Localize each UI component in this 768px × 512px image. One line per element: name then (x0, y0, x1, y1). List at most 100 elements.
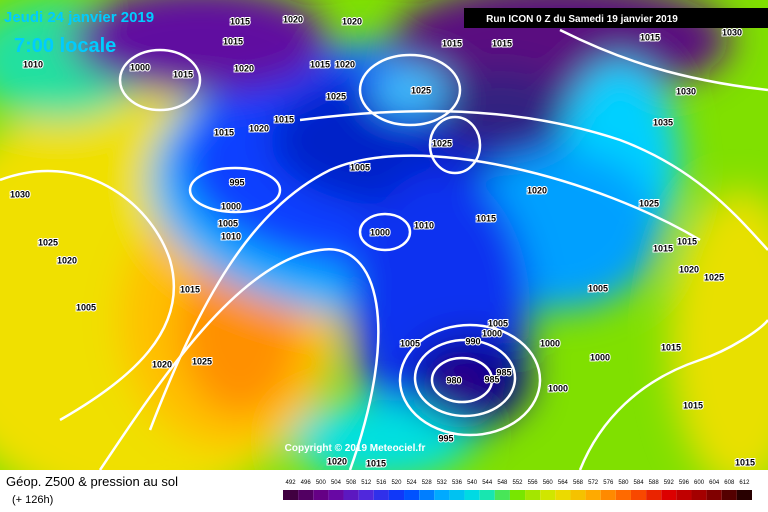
colorbar-cell (721, 490, 737, 500)
isobar-label: 985 (484, 374, 499, 384)
isobar-labels: 1015 1020 1020 1015 1015 1015 1015 1030 1010 1000… (9, 13, 756, 469)
isobar-label: 995 (229, 177, 244, 187)
isobar-label: 1015 (366, 458, 386, 468)
colorbar-cell (388, 490, 405, 500)
colorbar-tick-label: 540 (467, 480, 478, 486)
isobar-label: 1015 (683, 400, 703, 410)
colorbar-tick-label: 524 (407, 480, 418, 486)
isobar-label: 1000 (130, 62, 150, 72)
colorbar-tick-label: 608 (724, 480, 735, 486)
isobar-label: 1030 (676, 86, 696, 96)
isobar-label: 1000 (590, 352, 610, 362)
isobar-label: 1000 (482, 328, 502, 338)
colorbar-cell (736, 490, 752, 500)
colorbar-cell (585, 490, 601, 500)
colorbar-cell (630, 490, 647, 500)
isobar-label: 1020 (57, 255, 77, 265)
colorbar-tick-label: 580 (618, 480, 629, 486)
colorbar-tick-label: 548 (497, 480, 508, 486)
colorbar-tick-label: 572 (588, 480, 599, 486)
isobar-label: 1015 (677, 236, 697, 246)
isobar-label: 1025 (411, 85, 431, 95)
colorbar-tick-label: 592 (664, 480, 675, 486)
isobar-label: 980 (446, 375, 461, 385)
colorbar-tick-label: 612 (739, 480, 750, 486)
isobar-label: 1020 (234, 63, 254, 73)
isobar-label: 1030 (722, 27, 742, 37)
isobar-label: 1025 (326, 91, 346, 101)
colorbar-cell (313, 490, 329, 500)
colorbar-cell (419, 490, 435, 500)
isobar-label: 1035 (653, 117, 673, 127)
isobar-label: 1005 (400, 338, 420, 348)
colorbar-cell (404, 490, 420, 500)
isobar-label: 1030 (10, 189, 30, 199)
isobar-label: 1020 (679, 264, 699, 274)
colorbar-cell (434, 490, 450, 500)
colorbar-tick-label: 500 (316, 480, 327, 486)
colorbar-tick-label: 600 (694, 480, 705, 486)
colorbar-cell (691, 490, 707, 500)
isobar-label: 1000 (548, 383, 568, 393)
isobar-label: 1020 (327, 456, 347, 466)
colorbar-cell (676, 490, 692, 500)
colorbar-tick-label: 576 (603, 480, 614, 486)
colorbar-tick-label: 604 (709, 480, 720, 486)
colorbar-tick-label: 536 (452, 480, 463, 486)
colorbar-tick-label: 512 (361, 480, 372, 486)
isobar-label: 1005 (488, 318, 508, 328)
isobar-label: 1010 (221, 231, 241, 241)
colorbar-tick-label: 560 (543, 480, 554, 486)
isobar-label: 1015 (442, 38, 462, 48)
isobar-label: 1025 (38, 237, 58, 247)
isobar-label: 995 (438, 433, 453, 443)
colorbar-cell (555, 490, 571, 500)
run-box (464, 8, 768, 28)
colorbar-tick-label: 556 (528, 480, 539, 486)
isobar-label: 1005 (350, 162, 370, 172)
isobar-label: 1020 (283, 14, 303, 24)
colorbar-cell (570, 490, 586, 500)
forecast-date: Jeudi 24 janvier 2019 (4, 9, 154, 26)
isobar-label: 1005 (588, 283, 608, 293)
isobar-label: 1015 (173, 69, 193, 79)
colorbar-tick-label: 496 (301, 480, 312, 486)
colorbar-cell (328, 490, 344, 500)
isobar-label: 1005 (76, 302, 96, 312)
colorbar-cell (343, 490, 359, 500)
isobar-label: 1025 (432, 138, 452, 148)
isobars (0, 28, 768, 470)
isobar-label: 1010 (414, 220, 434, 230)
isobar-label: 1015 (640, 32, 660, 42)
colorbar-cell (509, 490, 526, 500)
isobar-label: 1020 (342, 16, 362, 26)
colorbar-tick-label: 532 (437, 480, 448, 486)
isobar-label: 1020 (335, 59, 355, 69)
colorbar-cell (540, 490, 556, 500)
isobar-label: 1020 (249, 123, 269, 133)
isobar-label: 1000 (221, 201, 241, 211)
colorbar-cell (600, 490, 616, 500)
isobar-label: 1025 (639, 198, 659, 208)
colorbar-tick-label: 508 (346, 480, 357, 486)
colorbar-cell (615, 490, 631, 500)
colorbar-cell (646, 490, 662, 500)
colorbar-tick-label: 492 (286, 480, 297, 486)
isobar-label: 1015 (223, 36, 243, 46)
isobar-label: 1020 (527, 185, 547, 195)
colorbar-cell (525, 490, 541, 500)
colorbar-cell (358, 490, 374, 500)
isobar-label: 990 (465, 336, 480, 346)
isobar-label: 1015 (274, 114, 294, 124)
isobar-label: 1015 (310, 59, 330, 69)
colorbar-cell (298, 490, 314, 500)
isobar-label: 985 (496, 367, 511, 377)
colorbar-cell (706, 490, 722, 500)
isobar-label: 1010 (23, 59, 43, 69)
colorbar-tick-label: 584 (634, 480, 645, 486)
isobar-label: 1025 (704, 272, 724, 282)
colorbar-cell (479, 490, 495, 500)
forecast-lead: (+ 126h) (12, 494, 53, 506)
